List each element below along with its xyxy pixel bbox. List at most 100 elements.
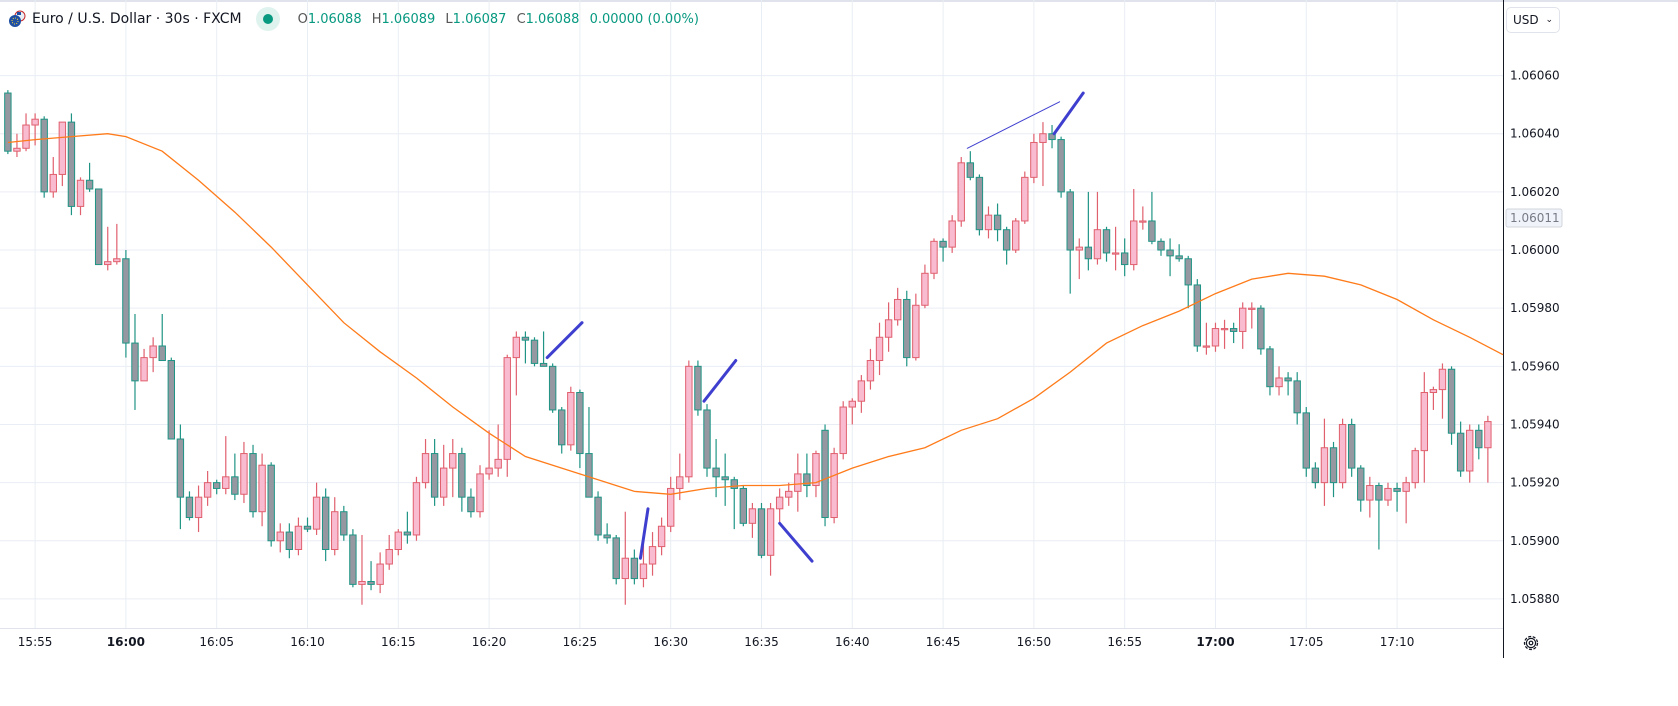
candle-bearish[interactable]: [703, 404, 711, 477]
candle-bullish[interactable]: [222, 436, 230, 495]
candle-bullish[interactable]: [1021, 171, 1029, 224]
candle-bullish[interactable]: [140, 348, 148, 382]
candle-bullish[interactable]: [113, 223, 121, 265]
candle-bullish[interactable]: [1438, 363, 1447, 419]
candle-bullish[interactable]: [639, 540, 648, 588]
candle-bullish[interactable]: [494, 424, 502, 477]
candle-bearish[interactable]: [1293, 372, 1301, 425]
trend-line-drawing[interactable]: [545, 321, 584, 360]
candle-bearish[interactable]: [367, 561, 375, 591]
candle-bullish[interactable]: [1248, 302, 1256, 329]
candle-bearish[interactable]: [821, 424, 829, 527]
candle-bullish[interactable]: [1384, 482, 1392, 506]
candle-bullish[interactable]: [1211, 322, 1220, 352]
candle-bullish[interactable]: [1039, 122, 1047, 187]
candle-bullish[interactable]: [276, 523, 284, 553]
candle-bullish[interactable]: [512, 331, 521, 396]
candle-bearish[interactable]: [1184, 255, 1192, 309]
candle-bullish[interactable]: [76, 177, 85, 216]
candle-bullish[interactable]: [1366, 476, 1374, 518]
candle-bullish[interactable]: [421, 439, 430, 489]
candle-bullish[interactable]: [31, 113, 39, 146]
candle-bearish[interactable]: [939, 238, 947, 262]
candle-bearish[interactable]: [1166, 238, 1174, 277]
candle-bullish[interactable]: [1420, 372, 1429, 483]
candle-bearish[interactable]: [612, 534, 620, 585]
candle-bearish[interactable]: [975, 174, 984, 236]
candle-bearish[interactable]: [521, 331, 530, 364]
candle-bullish[interactable]: [866, 348, 875, 390]
candle-bullish[interactable]: [13, 133, 21, 157]
candle-bearish[interactable]: [340, 505, 348, 541]
candle-bullish[interactable]: [848, 398, 856, 425]
candle-bearish[interactable]: [40, 116, 48, 198]
candle-bearish[interactable]: [231, 453, 239, 501]
candle-bearish[interactable]: [1102, 226, 1111, 262]
candle-bearish[interactable]: [403, 511, 412, 544]
candle-bullish[interactable]: [1012, 218, 1020, 253]
candle-bullish[interactable]: [657, 517, 666, 556]
candle-bullish[interactable]: [1030, 133, 1038, 184]
candle-bullish[interactable]: [921, 264, 929, 309]
candle-bullish[interactable]: [775, 488, 784, 524]
candle-bearish[interactable]: [993, 203, 1002, 242]
candle-bullish[interactable]: [685, 360, 693, 483]
candle-bearish[interactable]: [249, 444, 257, 518]
trend-line-drawing[interactable]: [966, 101, 1061, 149]
candle-bullish[interactable]: [1130, 188, 1138, 271]
candle-bearish[interactable]: [1357, 465, 1365, 512]
candle-bearish[interactable]: [1475, 424, 1483, 460]
candle-bullish[interactable]: [439, 444, 448, 506]
candle-bullish[interactable]: [1093, 191, 1102, 265]
candle-bullish[interactable]: [830, 447, 838, 524]
candle-bullish[interactable]: [666, 476, 675, 533]
candle-bearish[interactable]: [1284, 372, 1292, 396]
candle-bullish[interactable]: [240, 441, 248, 503]
candle-bearish[interactable]: [122, 250, 130, 358]
candle-bearish[interactable]: [694, 360, 702, 416]
candle-bullish[interactable]: [1411, 447, 1419, 489]
candle-bearish[interactable]: [903, 290, 911, 367]
trend-line-drawing[interactable]: [1052, 91, 1085, 136]
candle-bearish[interactable]: [1157, 238, 1165, 256]
trend-line-drawing[interactable]: [638, 507, 650, 560]
candle-bearish[interactable]: [321, 488, 330, 562]
candle-bullish[interactable]: [1239, 302, 1247, 349]
candle-bearish[interactable]: [1120, 238, 1129, 277]
gear-icon[interactable]: [1521, 633, 1541, 653]
candle-bullish[interactable]: [839, 401, 847, 460]
candle-bullish[interactable]: [376, 552, 384, 594]
candle-bearish[interactable]: [721, 453, 729, 506]
candle-bullish[interactable]: [875, 322, 884, 376]
candle-bullish[interactable]: [385, 534, 393, 570]
candle-bullish[interactable]: [476, 465, 484, 518]
candle-bearish[interactable]: [131, 314, 139, 410]
candle-bearish[interactable]: [1393, 482, 1401, 512]
candle-bullish[interactable]: [984, 206, 993, 239]
candle-bullish[interactable]: [1320, 418, 1329, 506]
candle-bullish[interactable]: [766, 502, 775, 576]
candle-bullish[interactable]: [884, 302, 893, 352]
candle-bullish[interactable]: [957, 157, 965, 227]
candle-bullish[interactable]: [912, 293, 920, 361]
candle-bearish[interactable]: [1302, 407, 1310, 477]
candle-bullish[interactable]: [258, 453, 266, 527]
candle-bearish[interactable]: [803, 453, 811, 498]
candle-bearish[interactable]: [1057, 136, 1065, 198]
candle-bullish[interactable]: [22, 113, 30, 152]
candle-bearish[interactable]: [94, 188, 103, 266]
candle-bearish[interactable]: [539, 331, 548, 367]
currency-select[interactable]: USD ⌄: [1506, 7, 1560, 33]
candle-bearish[interactable]: [467, 488, 475, 518]
candle-bearish[interactable]: [1311, 462, 1320, 489]
candle-bullish[interactable]: [1275, 366, 1283, 396]
candle-bullish[interactable]: [1111, 226, 1120, 271]
candle-bearish[interactable]: [548, 363, 557, 413]
candle-bullish[interactable]: [312, 482, 321, 535]
candle-bullish[interactable]: [194, 485, 203, 533]
candle-bullish[interactable]: [149, 337, 157, 373]
candle-bullish[interactable]: [785, 482, 793, 506]
candle-bearish[interactable]: [67, 113, 76, 216]
candle-bullish[interactable]: [1338, 418, 1347, 489]
